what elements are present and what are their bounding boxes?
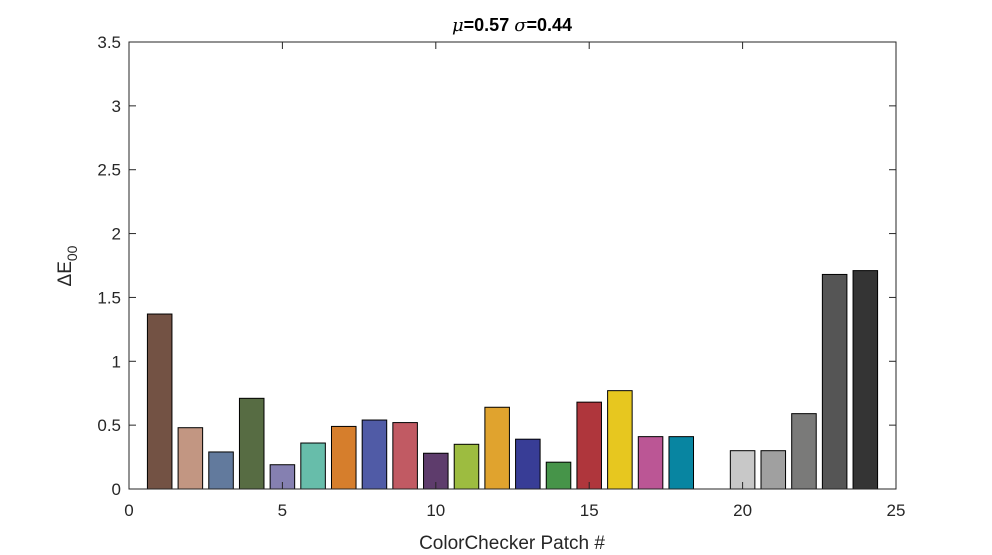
bar-patch-6 <box>300 442 326 490</box>
bar-patch-18 <box>668 436 695 490</box>
y-axis-ticks: 0 0.5 1 1.5 2 2.5 3 3.5 <box>97 33 896 499</box>
y-tick-label: 2 <box>112 225 121 244</box>
bar-patch-11 <box>453 443 480 490</box>
y-axis-label-main: ΔE <box>55 261 76 286</box>
x-axis-ticks: 0 5 10 15 20 25 <box>124 42 905 520</box>
bar-patch-4 <box>238 397 265 490</box>
x-axis-label: ColorChecker Patch # <box>419 533 605 554</box>
bar-patch-1 <box>146 313 173 490</box>
y-axis-label: ΔE00 <box>55 245 80 286</box>
y-tick-label: 3.5 <box>97 33 121 52</box>
x-tick-label: 20 <box>733 501 752 520</box>
bar-patch-22 <box>791 413 817 490</box>
y-tick-label: 0 <box>112 480 121 499</box>
title-sigma-value: =0.44 <box>527 15 573 35</box>
y-tick-label: 3 <box>112 97 121 116</box>
y-tick-label: 0.5 <box>97 416 121 435</box>
bar-patch-12 <box>484 406 510 490</box>
bar-patch-23 <box>821 273 848 490</box>
bar-patch-7 <box>330 425 357 490</box>
y-tick-label: 1.5 <box>97 288 121 307</box>
bar-patch-14 <box>545 461 572 490</box>
bar-patch-8 <box>361 419 388 490</box>
x-tick-label: 0 <box>124 501 133 520</box>
x-tick-label: 25 <box>887 501 906 520</box>
bar-series <box>146 270 879 490</box>
title-mu-symbol: μ <box>452 15 464 36</box>
y-axis-label-subscript: 00 <box>64 245 80 261</box>
y-tick-label: 2.5 <box>97 161 121 180</box>
bar-patch-24 <box>852 270 879 490</box>
bar-patch-17 <box>637 436 664 490</box>
title-mu-value: =0.57 <box>464 15 515 35</box>
plot-frame <box>128 41 897 490</box>
title-sigma-symbol: σ <box>514 15 527 36</box>
bar-patch-13 <box>515 438 541 490</box>
chart-title: μ=0.57 σ=0.44 <box>452 15 572 36</box>
bar-patch-3 <box>208 451 234 490</box>
x-tick-label: 15 <box>580 501 599 520</box>
x-tick-label: 10 <box>426 501 445 520</box>
bar-patch-15 <box>576 401 602 490</box>
x-tick-label: 5 <box>278 501 287 520</box>
bar-patch-9 <box>392 422 418 490</box>
y-tick-label: 1 <box>112 352 121 371</box>
bar-patch-16 <box>607 390 633 490</box>
bar-patch-21 <box>760 450 787 490</box>
bar-patch-2 <box>177 427 204 490</box>
